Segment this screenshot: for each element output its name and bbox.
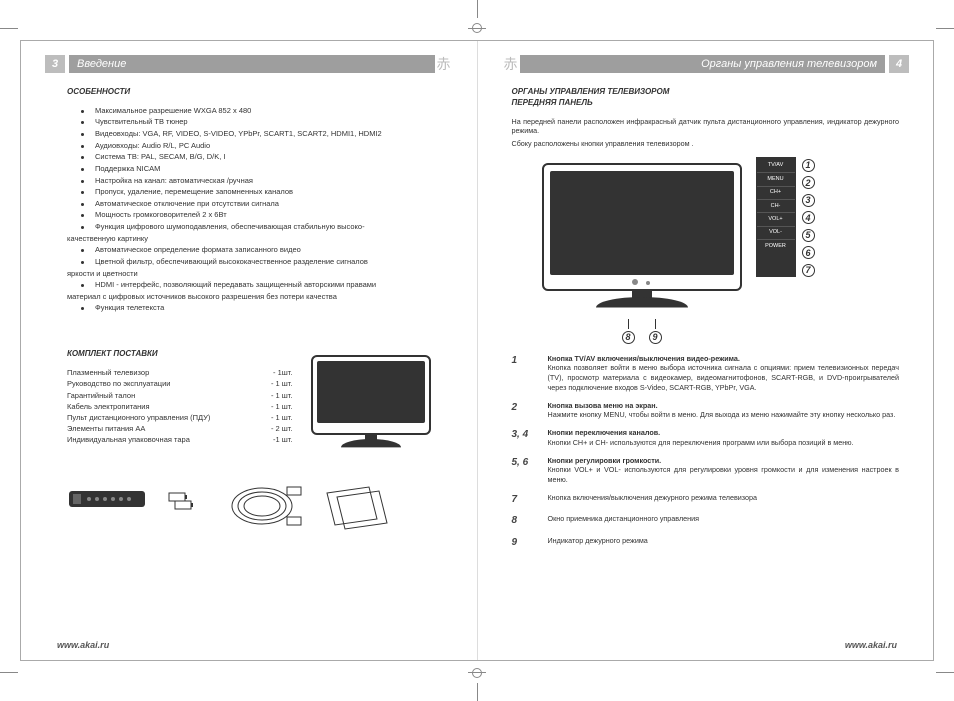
feature-item: Чувствительный ТВ тюнер [67, 117, 431, 127]
accessories-illustration [67, 481, 431, 531]
control-item: 2 Кнопка вызова меню на экран.Нажмите кн… [512, 401, 900, 420]
callout-number: 2 [802, 176, 815, 189]
package-table: Плазменный телевизор- 1шт. Руководство п… [67, 368, 299, 446]
side-button: POWER [757, 240, 795, 252]
table-row: Кабель электропитания- 1 шт. [67, 401, 299, 412]
side-button: MENU [757, 173, 795, 186]
callout-number: 5 [802, 229, 815, 242]
page-number: 4 [889, 55, 909, 73]
control-item: 8 Окно приемника дистанционного управлен… [512, 514, 900, 528]
documents-icon [317, 481, 397, 531]
callout-number: 4 [802, 211, 815, 224]
feature-cont: материал с цифровых источников высокого … [67, 292, 431, 302]
header-bar-left: 3 Введение 赤 [45, 55, 453, 73]
feature-item: Аудиовходы: Audio R/L, PC Audio [67, 141, 431, 151]
control-item: 1 Кнопка TV/AV включения/выключения виде… [512, 354, 900, 393]
control-item: 9 Индикатор дежурного режима [512, 536, 900, 550]
page-4: 赤 Органы управления телевизором 4 ОРГАНЫ… [478, 41, 934, 660]
left-content: ОСОБЕННОСТИ Максимальное разрешение WXGA… [45, 87, 453, 648]
page-title: Органы управления телевизором [520, 55, 886, 73]
features-list: Максимальное разрешение WXGA 852 х 480 Ч… [67, 106, 431, 232]
feature-item: Мощность громкоговорителей 2 х 6Вт [67, 210, 431, 220]
side-button-panel: TV/AV MENU CH+ CH- VOL+ VOL- POWER [756, 157, 796, 277]
side-button: VOL- [757, 227, 795, 240]
header-bar-right: 赤 Органы управления телевизором 4 [502, 55, 910, 73]
callout-number: 3 [802, 194, 815, 207]
table-row: Плазменный телевизор- 1шт. [67, 368, 299, 379]
front-panel-heading: ПЕРЕДНЯЯ ПАНЕЛЬ [512, 98, 900, 109]
feature-cont: качественную картинку [67, 234, 431, 244]
callout-8-9: 8 9 [542, 319, 742, 344]
page-number: 3 [45, 55, 65, 73]
table-row: Пульт дистанционного управления (ПДУ)- 1… [67, 412, 299, 423]
side-button: CH- [757, 200, 795, 213]
control-item: 7 Кнопка включения/выключения дежурного … [512, 493, 900, 507]
table-row: Руководство по эксплуатации- 1 шт. [67, 379, 299, 390]
feature-item: Пропуск, удаление, перемещение запомненн… [67, 187, 431, 197]
feature-item: HDMI - интерфейс, позволяющий передавать… [67, 280, 431, 290]
control-descriptions: 1 Кнопка TV/AV включения/выключения виде… [512, 354, 900, 549]
table-row: Гарантийный талон- 1 шт. [67, 390, 299, 401]
feature-item: Автоматическое определение формата запис… [67, 245, 431, 255]
page-3: 3 Введение 赤 ОСОБЕННОСТИ Максимальное ра… [21, 41, 478, 660]
side-button: CH+ [757, 187, 795, 200]
table-row: Индивидуальная упаковочная тара-1 шт. [67, 435, 299, 446]
features-heading: ОСОБЕННОСТИ [67, 87, 431, 98]
feature-item: Система ТВ: PAL, SECAM, B/G, D/K, I [67, 152, 431, 162]
feature-item: Цветной фильтр, обеспечивающий высококач… [67, 257, 431, 267]
callout-number: 9 [649, 331, 662, 344]
feature-item: Функция телетекста [67, 303, 431, 313]
tv-illustration-small [311, 355, 431, 451]
manual-spread: 3 Введение 赤 ОСОБЕННОСТИ Максимальное ра… [20, 40, 934, 661]
right-content: ОРГАНЫ УПРАВЛЕНИЯ ТЕЛЕВИЗОРОМ ПЕРЕДНЯЯ П… [502, 87, 910, 648]
control-item: 5, 6 Кнопки регулировки громкости.Кнопки… [512, 456, 900, 485]
feature-item: Автоматическое отключение при отсутствии… [67, 199, 431, 209]
remote-icon [67, 481, 157, 517]
controls-heading: ОРГАНЫ УПРАВЛЕНИЯ ТЕЛЕВИЗОРОМ [512, 87, 900, 98]
brand-glyph: 赤 [435, 55, 453, 73]
batteries-icon [167, 481, 207, 517]
footer-url: www.akai.ru [57, 640, 109, 650]
callout-number: 6 [802, 246, 815, 259]
feature-item: Видеовходы: VGA, RF, VIDEO, S-VIDEO, YPb… [67, 129, 431, 139]
table-row: Элементы питания АА- 2 шт. [67, 423, 299, 434]
feature-cont: яркости и цветности [67, 269, 431, 279]
package-heading: КОМПЛЕКТ ПОСТАВКИ [67, 349, 299, 360]
intro-text: Сбоку расположены кнопки управления теле… [512, 139, 900, 149]
footer-url: www.akai.ru [845, 640, 897, 650]
page-title: Введение [69, 55, 435, 73]
intro-text: На передней панели расположен инфракрасн… [512, 117, 900, 136]
control-item: 3, 4 Кнопки переключения каналов.Кнопки … [512, 428, 900, 447]
callout-numbers: 1 2 3 4 5 6 7 [802, 157, 815, 277]
feature-item: Поддержка NICAM [67, 164, 431, 174]
callout-number: 7 [802, 264, 815, 277]
side-button: TV/AV [757, 160, 795, 173]
side-button: VOL+ [757, 213, 795, 226]
brand-glyph: 赤 [502, 55, 520, 73]
cable-icon [217, 481, 307, 531]
feature-item: Настройка на канал: автоматическая /ручн… [67, 176, 431, 186]
feature-item: Функция цифрового шумоподавления, обеспе… [67, 222, 431, 232]
callout-number: 8 [622, 331, 635, 344]
tv-diagram: 8 9 TV/AV MENU CH+ CH- VOL+ VOL- POWER [542, 157, 900, 344]
callout-number: 1 [802, 159, 815, 172]
feature-item: Максимальное разрешение WXGA 852 х 480 [67, 106, 431, 116]
